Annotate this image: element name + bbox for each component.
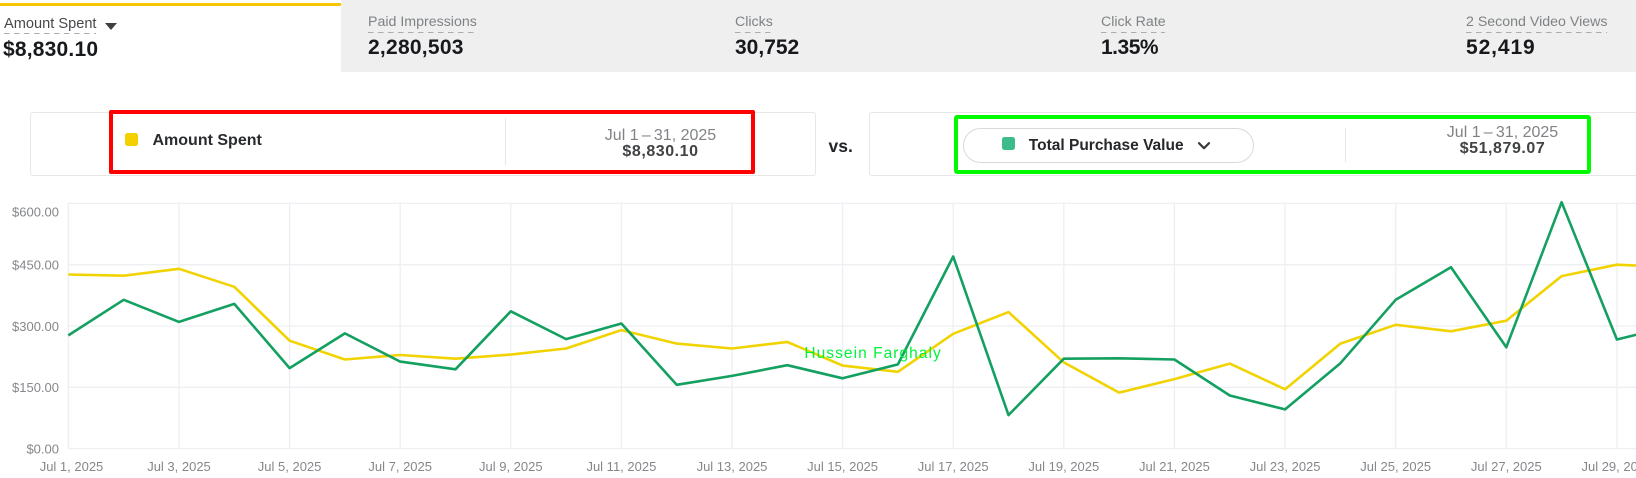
svg-text:$450.00: $450.00 [12, 258, 59, 273]
svg-text:$0.00: $0.00 [26, 441, 59, 456]
svg-text:Jul 7, 2025: Jul 7, 2025 [368, 459, 432, 474]
svg-text:Jul 25, 2025: Jul 25, 2025 [1360, 459, 1431, 474]
svg-text:$150.00: $150.00 [12, 380, 59, 395]
svg-text:Jul 5, 2025: Jul 5, 2025 [258, 459, 322, 474]
svg-text:Jul 23, 2025: Jul 23, 2025 [1250, 459, 1321, 474]
svg-text:Jul 17, 2025: Jul 17, 2025 [918, 459, 989, 474]
svg-text:Jul 29, 2025: Jul 29, 2025 [1581, 459, 1636, 474]
svg-text:Jul 21, 2025: Jul 21, 2025 [1139, 459, 1210, 474]
svg-text:Jul 1, 2025: Jul 1, 2025 [40, 459, 104, 474]
svg-text:Jul 27, 2025: Jul 27, 2025 [1471, 459, 1542, 474]
svg-text:Jul 9, 2025: Jul 9, 2025 [479, 459, 543, 474]
svg-text:$600.00: $600.00 [12, 205, 59, 220]
svg-text:Jul 3, 2025: Jul 3, 2025 [147, 459, 211, 474]
svg-text:Jul 13, 2025: Jul 13, 2025 [697, 459, 768, 474]
svg-text:$300.00: $300.00 [12, 319, 59, 334]
svg-text:Jul 15, 2025: Jul 15, 2025 [807, 459, 878, 474]
svg-text:Jul 19, 2025: Jul 19, 2025 [1028, 459, 1099, 474]
svg-text:Jul 11, 2025: Jul 11, 2025 [586, 459, 656, 474]
svg-text:Hussein Farghaly: Hussein Farghaly [804, 345, 941, 362]
